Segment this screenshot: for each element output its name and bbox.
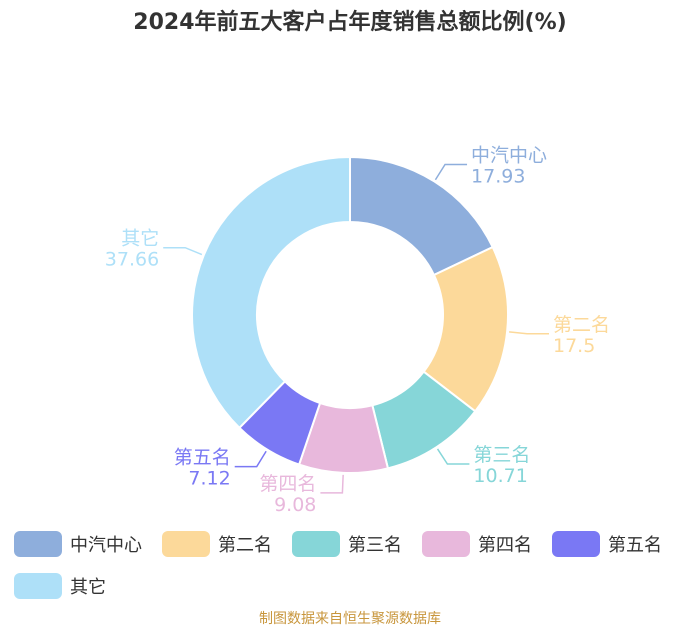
leader-line-third [436, 448, 470, 465]
legend-swatch [14, 573, 62, 599]
legend-swatch [162, 531, 210, 557]
label-name-fourth: 第四名 [259, 473, 316, 495]
leader-line-other [163, 246, 203, 256]
source-note: 制图数据来自恒生聚源数据库 [259, 611, 441, 627]
label-value-fifth: 7.12 [188, 468, 230, 490]
legend-item-fifth[interactable]: 第五名 [552, 530, 662, 558]
label-name-fifth: 第五名 [174, 447, 231, 469]
legend-item-other[interactable]: 其它 [14, 572, 106, 600]
label-value-fourth: 9.08 [274, 494, 316, 516]
legend-swatch [552, 531, 600, 557]
label-name-second: 第二名 [553, 314, 610, 336]
label-name-third: 第三名 [473, 444, 530, 466]
label-name-zhongqi: 中汽中心 [471, 145, 547, 167]
legend-item-third[interactable]: 第三名 [292, 530, 402, 558]
leader-line-zhongqi [434, 163, 468, 181]
label-value-third: 10.71 [473, 465, 527, 487]
slice-other[interactable] [191, 155, 351, 430]
label-value-zhongqi: 17.93 [471, 166, 525, 188]
legend-label: 中汽中心 [70, 535, 142, 556]
legend-swatch [14, 531, 62, 557]
legend-label: 第五名 [608, 535, 662, 556]
legend-item-second[interactable]: 第二名 [162, 530, 272, 558]
label-name-other: 其它 [121, 228, 159, 250]
legend-swatch [292, 531, 340, 557]
label-value-other: 37.66 [105, 249, 159, 271]
chart-title: 2024年前五大客户占年度销售总额比例(%) [133, 10, 567, 35]
legend-label: 第四名 [478, 535, 532, 556]
legend-label: 其它 [70, 577, 106, 598]
leader-line-fourth [320, 474, 344, 494]
legend-label: 第三名 [348, 535, 402, 556]
legend-label: 第二名 [218, 535, 272, 556]
chart-legend: 中汽中心 第二名 第三名 第四名 第五名其它 [14, 530, 694, 600]
legend-item-fourth[interactable]: 第四名 [422, 530, 532, 558]
leader-line-fifth [234, 450, 267, 468]
leader-line-second [509, 331, 550, 335]
legend-item-zhongqi[interactable]: 中汽中心 [14, 530, 142, 558]
label-value-second: 17.5 [553, 335, 595, 357]
legend-swatch [422, 531, 470, 557]
